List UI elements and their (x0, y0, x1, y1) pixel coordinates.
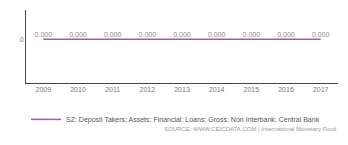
svg-text:0.000: 0.000 (312, 31, 330, 38)
svg-text:2016: 2016 (278, 86, 294, 93)
svg-text:2009: 2009 (36, 86, 52, 93)
svg-text:SZ: Deposit Takers: Assets: Fi: SZ: Deposit Takers: Assets: Financial: L… (66, 116, 320, 124)
svg-text:2017: 2017 (313, 86, 329, 93)
svg-text:0.000: 0.000 (35, 31, 53, 38)
svg-text:2015: 2015 (244, 86, 260, 93)
svg-text:0.000: 0.000 (139, 31, 157, 38)
svg-text:0: 0 (20, 36, 24, 43)
svg-text:0.000: 0.000 (243, 31, 261, 38)
svg-text:0.000: 0.000 (173, 31, 191, 38)
svg-text:0.000: 0.000 (69, 31, 87, 38)
svg-text:2013: 2013 (174, 86, 190, 93)
svg-text:SOURCE: WWW.CEICDATA.COM | Int: SOURCE: WWW.CEICDATA.COM | International… (164, 126, 336, 132)
svg-text:2011: 2011 (105, 86, 120, 93)
svg-text:0.000: 0.000 (104, 31, 122, 38)
svg-text:2012: 2012 (140, 86, 156, 93)
svg-text:2014: 2014 (209, 86, 225, 93)
svg-text:0.000: 0.000 (208, 31, 226, 38)
svg-text:2010: 2010 (70, 86, 86, 93)
svg-text:0.000: 0.000 (277, 31, 295, 38)
